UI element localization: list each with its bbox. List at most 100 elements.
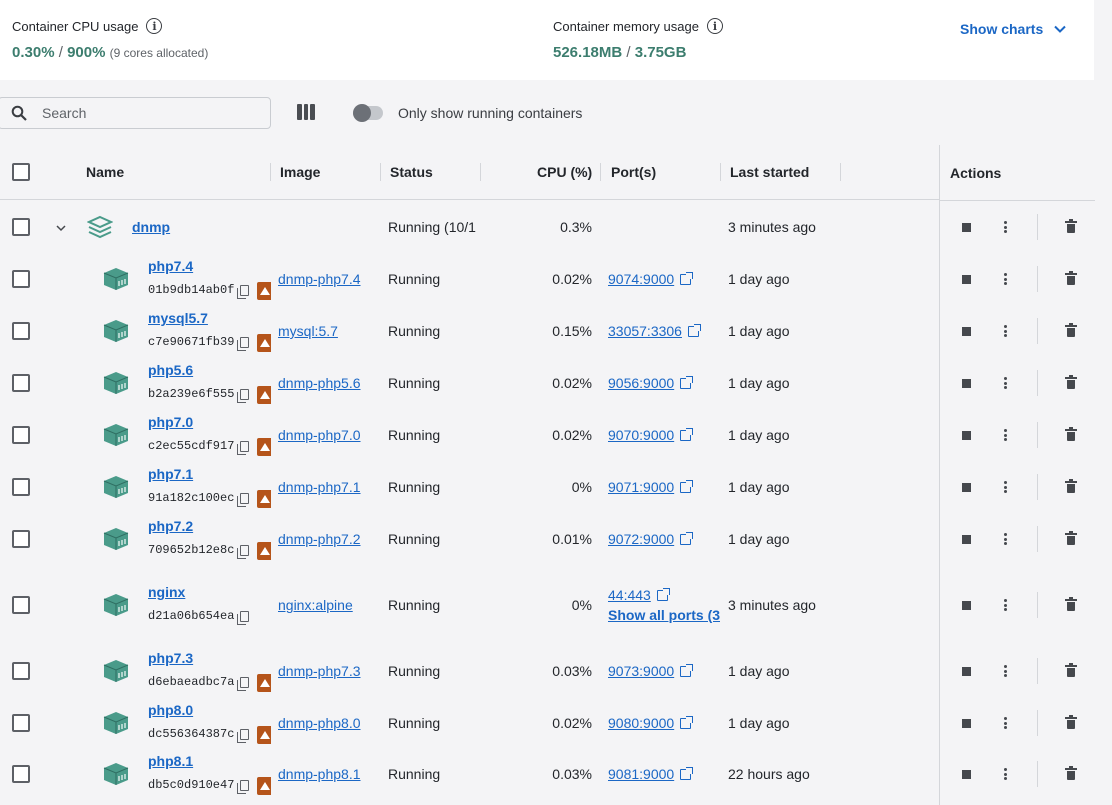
stop-icon[interactable] xyxy=(962,379,971,388)
container-name-link[interactable]: php8.1 xyxy=(148,753,194,769)
row-checkbox[interactable] xyxy=(12,322,30,340)
row-checkbox[interactable] xyxy=(12,714,30,732)
port-link[interactable]: 33057:3306 xyxy=(608,323,682,339)
port-link[interactable]: 9070:9000 xyxy=(608,427,675,443)
warning-icon[interactable] xyxy=(257,438,271,456)
container-name-link[interactable]: php7.3 xyxy=(148,650,194,666)
warning-icon[interactable] xyxy=(257,490,271,508)
port-link-wrap[interactable]: 44:443 xyxy=(608,587,670,603)
table-row[interactable]: php7.2 709652b12e8c dnmp-php7.2 Running 0.01… xyxy=(0,513,1094,565)
trash-icon[interactable] xyxy=(1065,323,1077,337)
external-link-icon[interactable] xyxy=(680,663,694,677)
header-image[interactable]: Image xyxy=(280,164,321,180)
image-link[interactable]: dnmp-php8.1 xyxy=(278,766,361,782)
table-row[interactable]: nginx d21a06b654ea nginx:alpine Running 0% 44… xyxy=(0,579,1094,631)
port-link[interactable]: 44:443 xyxy=(608,587,651,603)
copy-icon[interactable] xyxy=(237,780,249,794)
port-link-wrap[interactable]: 9070:9000 xyxy=(608,427,694,443)
port-link[interactable]: 9080:9000 xyxy=(608,715,675,731)
header-cpu[interactable]: CPU (%) xyxy=(537,164,593,180)
column-divider[interactable] xyxy=(720,163,721,181)
external-link-icon[interactable] xyxy=(680,375,694,389)
more-icon[interactable] xyxy=(1004,429,1007,441)
trash-icon[interactable] xyxy=(1065,531,1077,545)
stop-icon[interactable] xyxy=(962,719,971,728)
image-link[interactable]: dnmp-php7.2 xyxy=(278,531,361,547)
more-icon[interactable] xyxy=(1004,221,1007,233)
port-link-wrap[interactable]: 9072:9000 xyxy=(608,531,694,547)
container-name-link[interactable]: php7.4 xyxy=(148,258,194,274)
header-name[interactable]: Name xyxy=(86,164,125,180)
search-field[interactable] xyxy=(0,97,271,129)
stop-icon[interactable] xyxy=(962,601,971,610)
more-icon[interactable] xyxy=(1004,273,1007,285)
header-status[interactable]: Status xyxy=(390,164,433,180)
port-link[interactable]: 9071:9000 xyxy=(608,479,675,495)
external-link-icon[interactable] xyxy=(656,587,670,601)
port-link-wrap[interactable]: 9074:9000 xyxy=(608,271,694,287)
trash-icon[interactable] xyxy=(1065,479,1077,493)
image-link[interactable]: dnmp-php7.4 xyxy=(278,271,361,287)
trash-icon[interactable] xyxy=(1065,271,1077,285)
copy-icon[interactable] xyxy=(237,337,249,351)
table-row[interactable]: php7.1 91a182c100ec dnmp-php7.1 Running 0% 90… xyxy=(0,461,1094,513)
stop-icon[interactable] xyxy=(962,535,971,544)
trash-icon[interactable] xyxy=(1065,597,1077,611)
more-icon[interactable] xyxy=(1004,325,1007,337)
table-row[interactable]: php5.6 b2a239e6f555 dnmp-php5.6 Running 0.02… xyxy=(0,357,1094,409)
column-divider[interactable] xyxy=(380,163,381,181)
port-link[interactable]: 9073:9000 xyxy=(608,663,675,679)
stop-icon[interactable] xyxy=(962,327,971,336)
columns-icon[interactable] xyxy=(297,104,316,120)
row-checkbox[interactable] xyxy=(12,478,30,496)
trash-icon[interactable] xyxy=(1065,219,1077,233)
stop-icon[interactable] xyxy=(962,431,971,440)
stop-icon[interactable] xyxy=(962,770,971,779)
row-checkbox[interactable] xyxy=(12,426,30,444)
trash-icon[interactable] xyxy=(1065,663,1077,677)
more-icon[interactable] xyxy=(1004,533,1007,545)
stop-icon[interactable] xyxy=(962,223,971,232)
more-icon[interactable] xyxy=(1004,599,1007,611)
show-charts-button[interactable]: Show charts xyxy=(960,21,1067,37)
row-checkbox[interactable] xyxy=(12,374,30,392)
image-link[interactable]: dnmp-php5.6 xyxy=(278,375,361,391)
image-link[interactable]: dnmp-php7.0 xyxy=(278,427,361,443)
container-name-link[interactable]: php7.1 xyxy=(148,466,194,482)
external-link-icon[interactable] xyxy=(680,479,694,493)
stop-icon[interactable] xyxy=(962,483,971,492)
table-row[interactable]: php8.0 dc556364387c dnmp-php8.0 Running 0.02… xyxy=(0,697,1094,749)
warning-icon[interactable] xyxy=(257,542,271,560)
trash-icon[interactable] xyxy=(1065,375,1077,389)
warning-icon[interactable] xyxy=(257,726,271,744)
warning-icon[interactable] xyxy=(257,674,271,692)
copy-icon[interactable] xyxy=(237,493,249,507)
info-icon[interactable]: i xyxy=(146,18,163,34)
copy-icon[interactable] xyxy=(237,611,249,625)
more-icon[interactable] xyxy=(1004,481,1007,493)
image-link[interactable]: nginx:alpine xyxy=(278,597,353,613)
copy-icon[interactable] xyxy=(237,545,249,559)
warning-icon[interactable] xyxy=(257,777,271,795)
row-checkbox[interactable] xyxy=(12,530,30,548)
more-icon[interactable] xyxy=(1004,377,1007,389)
column-divider[interactable] xyxy=(840,163,841,181)
column-divider[interactable] xyxy=(270,163,271,181)
warning-icon[interactable] xyxy=(257,386,271,404)
stop-icon[interactable] xyxy=(962,275,971,284)
port-link-wrap[interactable]: 33057:3306 xyxy=(608,323,701,339)
more-icon[interactable] xyxy=(1004,665,1007,677)
stop-icon[interactable] xyxy=(962,667,971,676)
container-name-link[interactable]: nginx xyxy=(148,584,186,600)
container-name-link[interactable]: php8.0 xyxy=(148,702,194,718)
row-checkbox[interactable] xyxy=(12,596,30,614)
header-last-started[interactable]: Last started xyxy=(730,164,810,180)
copy-icon[interactable] xyxy=(237,285,249,299)
external-link-icon[interactable] xyxy=(680,427,694,441)
external-link-icon[interactable] xyxy=(687,323,701,337)
external-link-icon[interactable] xyxy=(680,531,694,545)
table-row[interactable]: mysql5.7 c7e90671fb39 mysql:5.7 Running 0.15… xyxy=(0,305,1094,357)
image-link[interactable]: mysql:5.7 xyxy=(278,323,338,339)
image-link[interactable]: dnmp-php7.3 xyxy=(278,663,361,679)
port-link[interactable]: 9072:9000 xyxy=(608,531,675,547)
